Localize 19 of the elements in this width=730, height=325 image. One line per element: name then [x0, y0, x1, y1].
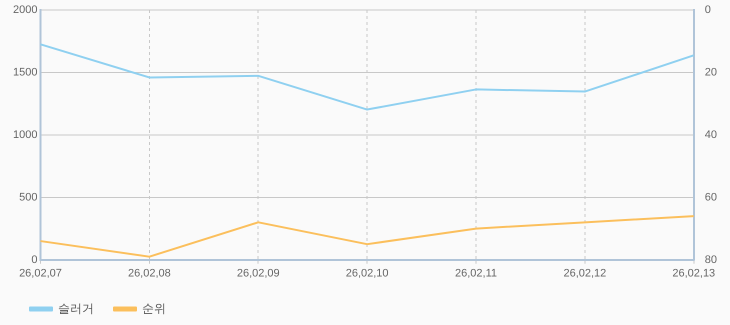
y-tick-label: 1500 — [12, 66, 38, 78]
legend-label: 순위 — [142, 301, 166, 316]
y2-tick-label: 20 — [704, 66, 718, 78]
x-tick-label: 26,02,08 — [128, 267, 171, 280]
y-tick-label: 2000 — [12, 4, 38, 16]
x-tick-label: 26,02,13 — [672, 267, 716, 280]
legend-label: 슬러거 — [58, 301, 94, 316]
y-tick-label: 500 — [19, 191, 38, 204]
y-tick-label: 1000 — [12, 128, 38, 141]
x-tick-label: 26,02,12 — [563, 267, 606, 280]
y-tick-label: 0 — [31, 254, 38, 266]
y2-tick-label: 0 — [704, 4, 711, 16]
y2-tick-label: 80 — [704, 254, 718, 266]
x-tick-label: 26,02,11 — [454, 267, 498, 280]
x-tick-label: 26,02,07 — [19, 267, 62, 280]
x-tick-label: 26,02,10 — [346, 267, 389, 280]
y2-tick-label: 40 — [704, 128, 718, 141]
y2-tick-label: 60 — [704, 191, 718, 204]
x-tick-label: 26,02,09 — [236, 267, 280, 280]
